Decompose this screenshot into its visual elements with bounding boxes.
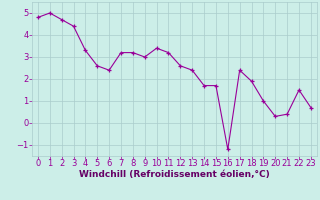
X-axis label: Windchill (Refroidissement éolien,°C): Windchill (Refroidissement éolien,°C) <box>79 170 270 179</box>
